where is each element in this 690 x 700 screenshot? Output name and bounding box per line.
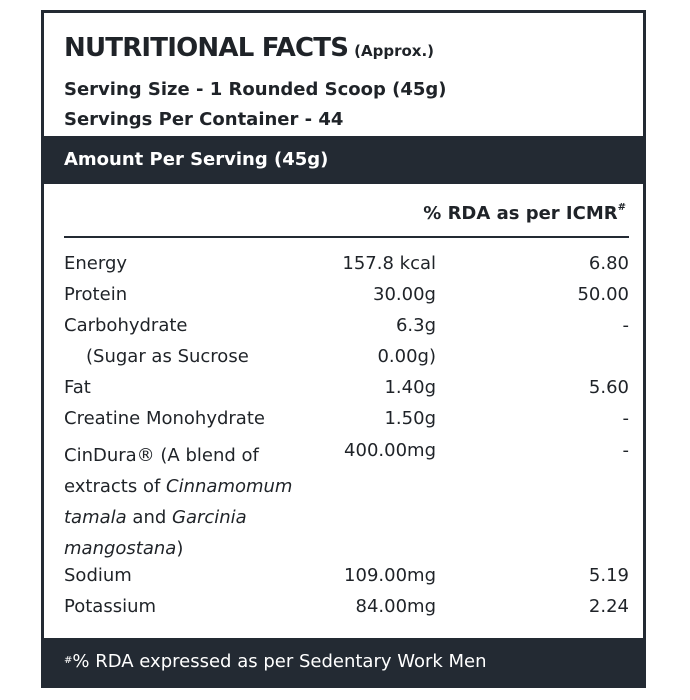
nutrient-rda: 50.00 bbox=[577, 284, 629, 305]
servings-per-container: Servings Per Container - 44 bbox=[64, 109, 344, 130]
nutrient-name: (Sugar as Sucrose bbox=[86, 346, 249, 367]
hash-mark: # bbox=[617, 202, 626, 213]
nutrient-name: Energy bbox=[64, 253, 128, 274]
nutrient-rda: 5.19 bbox=[588, 565, 629, 586]
nutrient-rda: - bbox=[622, 408, 630, 429]
nutrient-row-energy: Energy 157.8 kcal 6.80 bbox=[64, 253, 629, 284]
nutrient-name: Creatine Monohydrate bbox=[64, 408, 265, 429]
nutrient-row-protein: Protein 30.00g 50.00 bbox=[64, 284, 629, 315]
nutrient-name: Potassium bbox=[64, 596, 157, 617]
nutrient-name: Protein bbox=[64, 284, 128, 305]
serving-size: Serving Size - 1 Rounded Scoop (45g) bbox=[64, 79, 447, 100]
nutrient-row-sugar: (Sugar as Sucrose 0.00g) bbox=[64, 346, 629, 377]
rda-column-header: % RDA as per ICMR# bbox=[423, 202, 626, 224]
nutrient-amount: 30.00g bbox=[373, 284, 436, 305]
nutrient-rda: 6.80 bbox=[588, 253, 629, 274]
nutrient-row-cindura: 400.00mg - bbox=[64, 440, 629, 471]
nutrient-row-creatine: Creatine Monohydrate 1.50g - bbox=[64, 408, 629, 439]
nutrient-rda: - bbox=[622, 440, 630, 461]
nutrient-amount: 157.8 kcal bbox=[342, 253, 436, 274]
hash-mark: # bbox=[64, 655, 73, 666]
nutrient-row-potassium: Potassium 84.00mg 2.24 bbox=[64, 596, 629, 627]
nutrient-amount: 6.3g bbox=[395, 315, 436, 336]
nutrient-rda: 5.60 bbox=[588, 377, 629, 398]
nutrient-amount: 109.00mg bbox=[344, 565, 436, 586]
nutrient-amount: 0.00g) bbox=[377, 346, 436, 367]
nutrient-name-cindura: CinDura® (A blend of extracts of Cinnamo… bbox=[64, 445, 293, 559]
footer-note: #% RDA expressed as per Sedentary Work M… bbox=[44, 638, 643, 685]
nutrient-name: Carbohydrate bbox=[64, 315, 188, 336]
nutrient-amount: 1.50g bbox=[384, 408, 436, 429]
title-note: (Approx.) bbox=[354, 42, 435, 60]
nutrient-amount: 1.40g bbox=[384, 377, 436, 398]
nutrient-name: Fat bbox=[64, 377, 91, 398]
garcinia-name: Garcinia mangostana bbox=[64, 507, 247, 559]
page-title: NUTRITIONAL FACTS (Approx.) bbox=[64, 33, 435, 63]
nutrient-row-carbohydrate: Carbohydrate 6.3g - bbox=[64, 315, 629, 346]
amount-per-serving-header: Amount Per Serving (45g) bbox=[44, 136, 643, 184]
nutrient-rda: 2.24 bbox=[588, 596, 629, 617]
nutrient-name: Sodium bbox=[64, 565, 132, 586]
nutrient-amount: 84.00mg bbox=[355, 596, 437, 617]
header-divider bbox=[64, 236, 629, 238]
nutrition-facts-panel: NUTRITIONAL FACTS (Approx.) Serving Size … bbox=[41, 10, 646, 688]
cinnamomum-name: Cinnamomum tamala bbox=[64, 476, 293, 528]
nutrient-row-sodium: Sodium 109.00mg 5.19 bbox=[64, 565, 629, 596]
nutrient-amount: 400.00mg bbox=[344, 440, 436, 461]
nutrient-row-fat: Fat 1.40g 5.60 bbox=[64, 377, 629, 408]
nutrient-rda: - bbox=[622, 315, 630, 336]
